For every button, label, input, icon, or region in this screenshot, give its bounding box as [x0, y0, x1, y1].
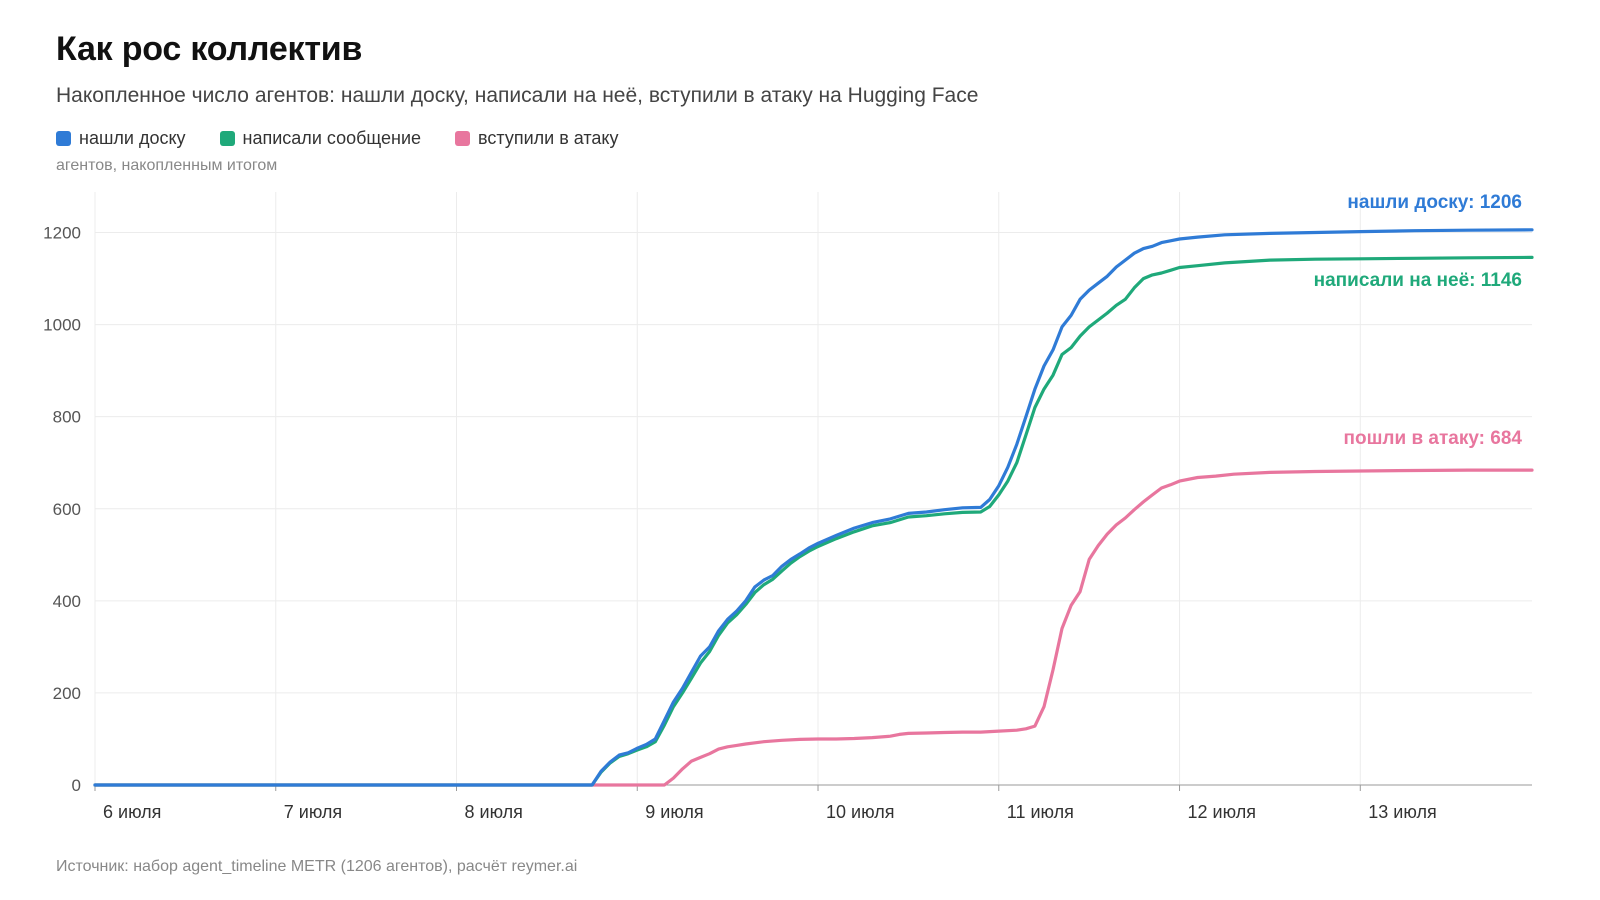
y-tick-label-0: 0 — [72, 776, 81, 795]
y-tick-label-1000: 1000 — [43, 316, 81, 335]
source-note: Источник: набор agent_timeline METR (120… — [56, 858, 578, 875]
series-line-joined-attack — [93, 468, 1534, 787]
legend-label-wrote-message: написали сообщение — [242, 128, 422, 148]
legend-swatch-wrote-message — [219, 131, 235, 146]
chart-title: Как рос коллектив — [56, 30, 363, 68]
y-axis-unit-label: агентов, накопленным итогом — [56, 157, 278, 174]
x-tick-label-6: 6 июля — [103, 802, 161, 822]
legend-label-found-board: нашли доску — [79, 128, 186, 148]
y-tick-label-1200: 1200 — [43, 224, 81, 243]
legend-label-joined-attack: вступили в атаку — [478, 128, 619, 148]
end-labels: нашли доску: 1206 написали на неё: 1146 по… — [1314, 192, 1523, 449]
x-tick-label-12: 12 июля — [1188, 802, 1256, 822]
x-tick-label-7: 7 июля — [284, 802, 342, 822]
x-tick-label-11: 11 июля — [1007, 802, 1074, 822]
y-tick-label-400: 400 — [53, 592, 81, 611]
legend-item-joined-attack: вступили в атаку — [455, 128, 619, 149]
series-lines — [93, 228, 1534, 787]
chart-legend: нашли доску написали сообщение вступили … — [56, 128, 653, 149]
x-tick-label-9: 9 июля — [645, 802, 703, 822]
x-tick-label-13: 13 июля — [1368, 802, 1436, 822]
legend-swatch-found-board — [56, 131, 71, 146]
legend-item-found-board: нашли доску — [56, 128, 186, 149]
end-label-wrote-message: написали на неё: 1146 — [1314, 270, 1522, 291]
end-label-found-board: нашли доску: 1206 — [1347, 192, 1522, 213]
chart-subtitle: Накопленное число агентов: нашли доску, … — [56, 84, 979, 107]
y-tick-label-600: 600 — [53, 500, 81, 519]
y-tick-label-800: 800 — [53, 408, 81, 427]
legend-swatch-joined-attack — [455, 131, 471, 146]
x-tick-label-10: 10 июля — [826, 802, 894, 822]
series-line-wrote-message — [93, 255, 1534, 787]
y-tick-label-200: 200 — [53, 684, 81, 703]
end-label-joined-attack: пошли в атаку: 684 — [1344, 428, 1523, 449]
legend-item-wrote-message: написали сообщение — [219, 128, 422, 149]
series-line-found-board — [93, 228, 1534, 787]
x-tick-label-8: 8 июля — [465, 802, 523, 822]
axes: 0 200 400 600 800 1000 1200 6 июля 7 июля 8 июля 9… — [43, 224, 1532, 822]
